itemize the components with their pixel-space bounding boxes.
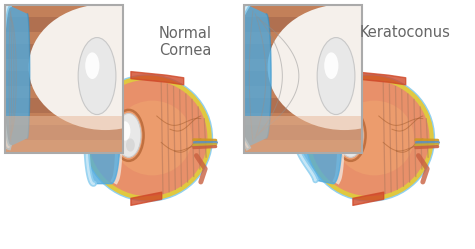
Ellipse shape <box>305 74 435 202</box>
Ellipse shape <box>85 52 99 79</box>
Ellipse shape <box>342 121 352 141</box>
Bar <box>5 5 123 153</box>
Polygon shape <box>86 92 120 184</box>
Ellipse shape <box>126 138 135 152</box>
Bar <box>5 59 123 71</box>
Bar <box>5 5 123 153</box>
Ellipse shape <box>87 79 209 197</box>
Bar <box>244 5 362 153</box>
Bar <box>5 32 123 44</box>
Bar <box>244 5 362 153</box>
Polygon shape <box>296 92 342 184</box>
Ellipse shape <box>78 38 116 115</box>
Bar <box>244 32 362 44</box>
Ellipse shape <box>335 101 414 175</box>
Bar <box>5 116 123 153</box>
Bar <box>5 5 123 153</box>
Ellipse shape <box>348 138 357 152</box>
Bar <box>244 113 362 125</box>
Bar <box>5 86 123 98</box>
Bar <box>244 59 362 71</box>
Ellipse shape <box>120 121 131 141</box>
Bar <box>244 139 362 152</box>
Text: Keratoconus: Keratoconus <box>360 24 450 40</box>
Ellipse shape <box>267 4 421 130</box>
Bar <box>244 116 362 153</box>
Polygon shape <box>226 5 271 147</box>
Bar <box>5 113 123 125</box>
Ellipse shape <box>338 113 363 157</box>
Bar <box>5 139 123 152</box>
Ellipse shape <box>28 4 182 130</box>
Ellipse shape <box>83 74 213 202</box>
Bar <box>244 5 362 17</box>
Ellipse shape <box>317 38 355 115</box>
Text: Normal
Cornea: Normal Cornea <box>159 26 211 58</box>
Ellipse shape <box>116 113 141 157</box>
Bar <box>5 5 123 17</box>
Ellipse shape <box>113 101 192 175</box>
Ellipse shape <box>309 79 431 197</box>
Bar <box>244 5 362 153</box>
Ellipse shape <box>324 52 338 79</box>
Polygon shape <box>1 5 30 147</box>
Bar <box>244 86 362 98</box>
